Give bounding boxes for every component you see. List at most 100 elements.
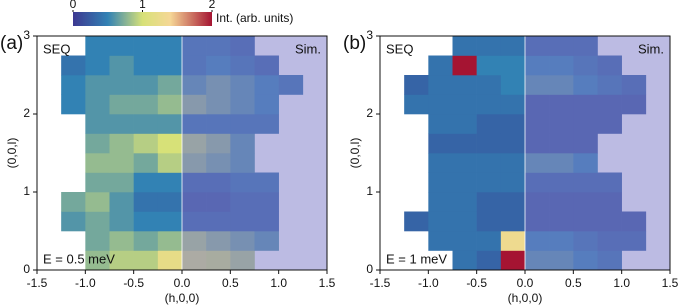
heatmap-cell [452, 36, 477, 56]
y-tick-label: 2 [23, 106, 30, 120]
heatmap-cell [500, 36, 526, 56]
x-tick-label: 0.0 [174, 276, 191, 290]
heatmap-cell [61, 75, 86, 95]
x-tick-label: -0.5 [466, 276, 487, 290]
heatmap-cell [500, 192, 526, 212]
heatmap-cell [133, 172, 159, 193]
heatmap-cell [500, 211, 526, 232]
sim-label: Sim. [638, 41, 664, 56]
y-axis-label: (0,0,l) [348, 138, 362, 169]
heatmap-cell [428, 75, 453, 95]
colorbar-tick-label: 1 [139, 0, 146, 11]
heatmap-cell [500, 94, 526, 115]
heatmap-cell [109, 192, 134, 212]
heatmap-cell [452, 55, 477, 76]
heatmap-cell [109, 211, 134, 232]
heatmap-cell [85, 94, 110, 115]
heatmap-cell [133, 36, 159, 56]
heatmap-cell [500, 172, 526, 193]
heatmap-cell [157, 55, 183, 76]
heatmap-cell [476, 172, 502, 193]
x-tick-label: 1.0 [613, 276, 630, 290]
heatmap-cell [85, 231, 110, 251]
energy-label: E = 1 meV [386, 251, 447, 266]
heatmap-cell [500, 75, 526, 95]
heatmap-cell [428, 114, 453, 134]
heatmap-cell [476, 211, 502, 232]
seq-label: SEQ [43, 41, 70, 56]
x-tick-label: -1.0 [75, 276, 96, 290]
heatmap-cell [109, 133, 134, 154]
heatmap-cell [428, 55, 453, 76]
heatmap-cell [133, 55, 159, 76]
heatmap-cell [428, 211, 453, 232]
heatmap-cell [452, 75, 477, 95]
heatmap-cell [452, 153, 477, 173]
heatmap-cell [109, 55, 134, 76]
heatmap-cell [452, 250, 477, 271]
heatmap-cell [85, 55, 110, 76]
x-axis-label: (h,0,0) [165, 291, 200, 305]
heatmap-cell [476, 153, 502, 173]
sim-label: Sim. [295, 41, 321, 56]
y-tick-label: 3 [23, 28, 30, 42]
heatmap-cell [109, 114, 134, 134]
heatmap-cell [157, 192, 183, 212]
heatmap-cell [500, 55, 526, 76]
panel-label: (a) [0, 33, 23, 54]
heatmap-cell [452, 94, 477, 115]
heatmap-cell [500, 114, 526, 134]
heatmap-cell [428, 153, 453, 173]
heatmap-cell [85, 75, 110, 95]
heatmap-cell [476, 75, 502, 95]
heatmap-cell [61, 55, 86, 76]
heatmap-cell [133, 192, 159, 212]
heatmap-cell [85, 211, 110, 232]
heatmap-cell [85, 153, 110, 173]
heatmap-cell [404, 94, 429, 115]
heatmap-cell [476, 231, 502, 251]
heatmap-cell [109, 94, 134, 115]
x-tick-label: 0.5 [222, 276, 239, 290]
heatmap-cell [109, 250, 134, 271]
y-tick-label: 1 [23, 184, 30, 198]
heatmap-cell [500, 231, 526, 251]
heatmap-cell [500, 250, 526, 271]
heatmap-cell [157, 153, 183, 173]
heatmap-cell [157, 94, 183, 115]
heatmap-cell [404, 75, 429, 95]
heatmap-cell [157, 114, 183, 134]
x-tick-label: -1.5 [370, 276, 391, 290]
heatmap-cell [61, 94, 86, 115]
heatmap-cell [404, 211, 429, 232]
heatmap-cell [157, 133, 183, 154]
y-axis-label: (0,0,l) [5, 138, 19, 169]
heatmap-cell [61, 211, 86, 232]
seq-label: SEQ [386, 41, 413, 56]
heatmap-cell [476, 94, 502, 115]
heatmap-cell [500, 133, 526, 154]
x-tick-label: -1.0 [418, 276, 439, 290]
panel-label: (b) [343, 33, 366, 54]
heatmap-cell [133, 250, 159, 271]
heatmap-cell [157, 231, 183, 251]
heatmap-cell [428, 94, 453, 115]
heatmap-cell [109, 231, 134, 251]
heatmap-cell [452, 172, 477, 193]
heatmap-cell [452, 133, 477, 154]
heatmap-cell [61, 192, 86, 212]
colorbar [73, 12, 212, 26]
heatmap-cell [85, 172, 110, 193]
heatmap-cell [109, 75, 134, 95]
x-tick-label: 1.5 [319, 276, 336, 290]
heatmap-cell [85, 114, 110, 134]
y-tick-label: 0 [366, 262, 373, 276]
y-tick-label: 2 [366, 106, 373, 120]
y-tick-label: 1 [366, 184, 373, 198]
x-tick-label: 1.5 [662, 276, 679, 290]
x-tick-label: 1.0 [270, 276, 287, 290]
x-tick-label: 0.5 [565, 276, 582, 290]
x-tick-label: 0.0 [517, 276, 534, 290]
